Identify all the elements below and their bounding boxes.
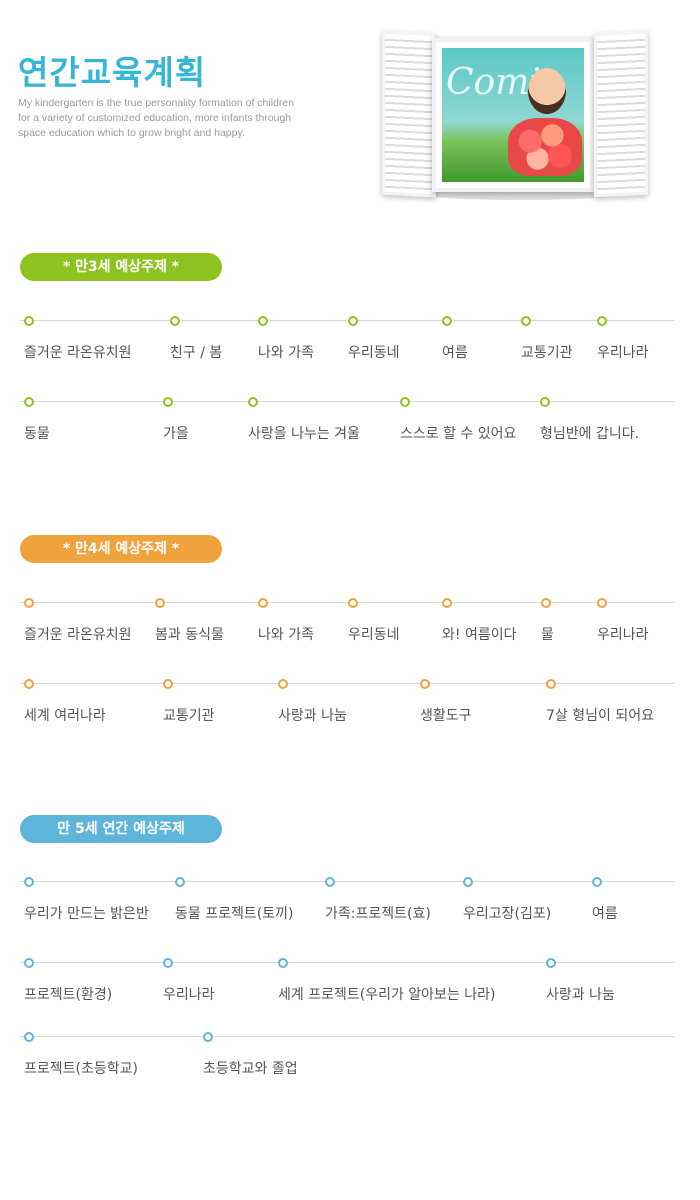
topic-label: 물: [541, 627, 554, 643]
timeline-dot-icon: [24, 598, 34, 608]
page-title: 연간교육계획: [18, 53, 207, 92]
flower-bouquet: [508, 118, 582, 176]
timeline-line: [20, 881, 675, 882]
timeline-dot-icon: [540, 397, 550, 407]
topic-label: 우리나라: [597, 627, 649, 643]
topic-label: 프로젝트(초등학교): [24, 1061, 138, 1077]
child-face: [528, 68, 566, 114]
timeline-dot-icon: [348, 598, 358, 608]
intro-line: for a variety of customized education, m…: [18, 112, 292, 124]
timeline-line: [20, 602, 675, 603]
topic-label: 형님반에 갑니다.: [540, 426, 640, 442]
timeline-dot-icon: [442, 316, 452, 326]
timeline-dot-icon: [24, 316, 34, 326]
timeline-dot-icon: [546, 679, 556, 689]
timeline-dot-icon: [597, 316, 607, 326]
intro-line: My kindergarten is the true personality …: [18, 97, 295, 109]
timeline-dot-icon: [420, 679, 430, 689]
topic-label: 가을: [163, 426, 189, 442]
timeline-dot-icon: [203, 1032, 213, 1042]
topic-label: 교통기관: [521, 345, 573, 361]
left-shutter: [382, 30, 436, 198]
timeline-dot-icon: [442, 598, 452, 608]
timeline-dot-icon: [541, 598, 551, 608]
window-illustration: Comi: [382, 30, 648, 200]
timeline-dot-icon: [258, 316, 268, 326]
topic-label: 여름: [592, 906, 618, 922]
intro-line: space education which to grow bright and…: [18, 127, 245, 139]
topic-label: 와! 여름이다: [442, 627, 517, 643]
topic-label: 가족:프로젝트(효): [325, 906, 431, 922]
timeline-dot-icon: [521, 316, 531, 326]
topic-label: 생활도구: [420, 708, 472, 724]
topic-label: 우리동네: [348, 345, 400, 361]
timeline-dot-icon: [163, 397, 173, 407]
topic-label: 초등학교와 졸업: [203, 1061, 298, 1077]
timeline-line: [20, 683, 675, 684]
topic-label: 우리나라: [597, 345, 649, 361]
timeline-dot-icon: [258, 598, 268, 608]
timeline-dot-icon: [175, 877, 185, 887]
timeline-dot-icon: [546, 958, 556, 968]
intro-text: My kindergarten is the true personality …: [18, 96, 348, 141]
topic-label: 나와 가족: [258, 345, 314, 361]
topic-label: 7살 형님이 되어요: [546, 708, 654, 724]
timeline-dot-icon: [325, 877, 335, 887]
timeline-dot-icon: [248, 397, 258, 407]
topic-label: 교통기관: [163, 708, 215, 724]
timeline-dot-icon: [24, 958, 34, 968]
child-photo: Comi: [442, 48, 584, 182]
timeline-dot-icon: [278, 679, 288, 689]
timeline-line: [20, 401, 675, 402]
topic-label: 스스로 할 수 있어요: [400, 426, 517, 442]
topic-label: 여름: [442, 345, 468, 361]
topic-label: 세계 프로젝트(우리가 알아보는 나라): [278, 987, 496, 1003]
topic-label: 즐거운 라온유치원: [24, 345, 132, 361]
section-heading: 만 5세 연간 예상주제: [20, 815, 222, 843]
topic-label: 나와 가족: [258, 627, 314, 643]
timeline-dot-icon: [170, 316, 180, 326]
topic-label: 봄과 동식물: [155, 627, 224, 643]
timeline-dot-icon: [24, 1032, 34, 1042]
topic-label: 프로젝트(환경): [24, 987, 113, 1003]
topic-label: 즐거운 라온유치원: [24, 627, 132, 643]
topic-label: 사랑과 나눔: [278, 708, 347, 724]
topic-label: 사랑을 나누는 겨울: [248, 426, 360, 442]
timeline-dot-icon: [24, 877, 34, 887]
timeline-dot-icon: [463, 877, 473, 887]
topic-label: 친구 / 봄: [170, 345, 223, 361]
timeline-dot-icon: [597, 598, 607, 608]
timeline-dot-icon: [24, 679, 34, 689]
topic-label: 사랑과 나눔: [546, 987, 615, 1003]
topic-label: 우리나라: [163, 987, 215, 1003]
timeline-line: [20, 1036, 675, 1037]
photo-word: Comi: [446, 62, 541, 103]
timeline-dot-icon: [348, 316, 358, 326]
timeline-dot-icon: [155, 598, 165, 608]
topic-label: 우리가 만드는 밝은반: [24, 906, 149, 922]
section-heading: * 만4세 예상주제 *: [20, 535, 222, 563]
timeline-dot-icon: [592, 877, 602, 887]
timeline-dot-icon: [278, 958, 288, 968]
timeline-dot-icon: [163, 958, 173, 968]
topic-label: 우리동네: [348, 627, 400, 643]
timeline-dot-icon: [400, 397, 410, 407]
topic-label: 세계 여러나라: [24, 708, 106, 724]
section-heading: * 만3세 예상주제 *: [20, 253, 222, 281]
topic-label: 우리고장(김포): [463, 906, 552, 922]
timeline-line: [20, 962, 675, 963]
topic-label: 동물: [24, 426, 50, 442]
photo-frame: Comi: [432, 38, 594, 192]
timeline-dot-icon: [163, 679, 173, 689]
right-shutter: [594, 30, 648, 198]
timeline-dot-icon: [24, 397, 34, 407]
topic-label: 동물 프로젝트(토끼): [175, 906, 294, 922]
timeline-line: [20, 320, 675, 321]
